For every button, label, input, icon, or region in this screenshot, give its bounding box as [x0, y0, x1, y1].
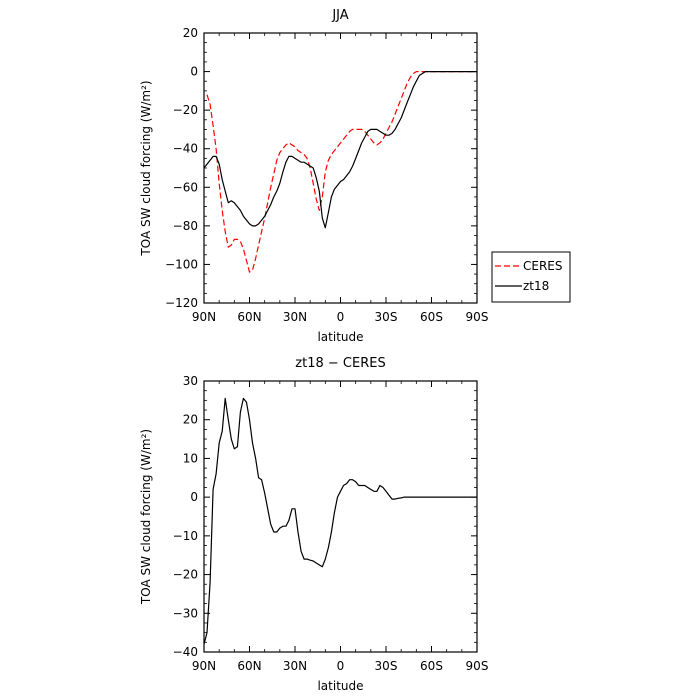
x-tick-label: 60S [420, 310, 443, 324]
x-tick-label: 30N [283, 659, 307, 673]
chart-title: JJA [331, 8, 348, 23]
plot-frame [203, 32, 478, 304]
x-tick-label: 90N [192, 659, 216, 673]
series-line-difference [203, 397, 477, 645]
y-tick-label: −100 [165, 257, 198, 271]
chart-title: zt18 − CERES [295, 356, 385, 371]
legend-box [491, 251, 571, 303]
y-tick-label: 0 [190, 490, 198, 504]
x-axis-label: latitude [317, 330, 363, 344]
y-tick-label: −20 [173, 103, 198, 117]
y-tick-label: −120 [165, 296, 198, 310]
legend-label-ceres: CERES [523, 259, 563, 273]
y-axis-label: TOA SW cloud forcing (W/m²) [139, 429, 153, 605]
y-tick-label: −30 [173, 606, 198, 620]
y-tick-label: 30 [183, 374, 198, 388]
y-tick-label: 10 [183, 451, 198, 465]
y-tick-label: 20 [183, 413, 198, 427]
plot-frame [203, 380, 478, 653]
x-tick-label: 90S [466, 659, 489, 673]
y-tick-label: −40 [173, 142, 198, 156]
x-tick-label: 30S [375, 659, 398, 673]
y-tick-label: −10 [173, 529, 198, 543]
series-line-zt18 [203, 71, 477, 229]
x-tick-label: 60N [237, 659, 261, 673]
x-tick-label: 60N [237, 310, 261, 324]
y-tick-label: 0 [190, 65, 198, 79]
series-line-ceres [206, 71, 474, 273]
y-tick-label: −60 [173, 180, 198, 194]
y-tick-label: −40 [173, 645, 198, 659]
x-tick-label: 90S [466, 310, 489, 324]
x-tick-label: 30N [283, 310, 307, 324]
x-axis-label: latitude [317, 679, 363, 693]
y-axis-label: TOA SW cloud forcing (W/m²) [139, 80, 153, 256]
y-tick-label: 20 [183, 26, 198, 40]
x-tick-label: 90N [192, 310, 216, 324]
x-tick-label: 0 [337, 310, 345, 324]
y-tick-label: −20 [173, 568, 198, 582]
x-tick-label: 60S [420, 659, 443, 673]
x-tick-label: 0 [337, 659, 345, 673]
x-tick-label: 30S [375, 310, 398, 324]
y-tick-label: −80 [173, 219, 198, 233]
legend-label-zt18: zt18 [523, 279, 549, 293]
